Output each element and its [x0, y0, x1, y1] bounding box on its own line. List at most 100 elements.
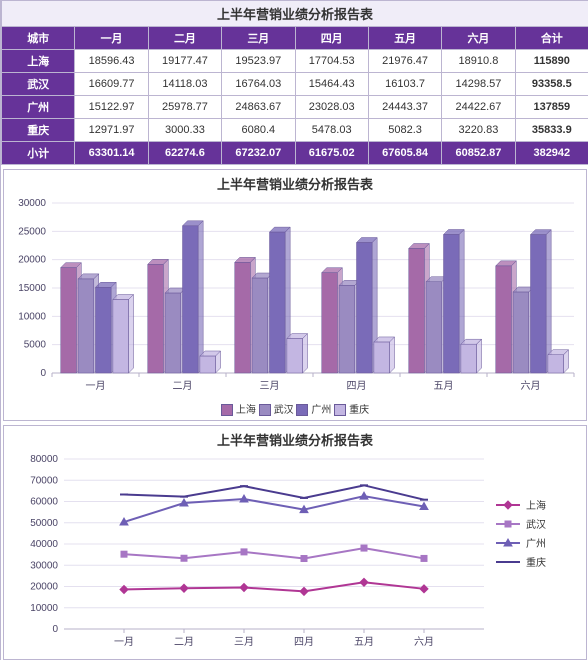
city-cell: 武汉 — [2, 73, 75, 96]
header-city: 城市 — [2, 27, 75, 50]
value-cell: 18910.8 — [442, 50, 515, 73]
svg-text:0: 0 — [52, 624, 58, 635]
table-title-row: 上半年营销业绩分析报告表 — [2, 1, 588, 27]
subtotal-2: 62274.6 — [148, 142, 221, 165]
table-header-row: 城市 一月 二月 三月 四月 五月 六月 合计 — [2, 27, 588, 50]
svg-text:10000: 10000 — [18, 311, 46, 322]
performance-table: 上半年营销业绩分析报告表 城市 一月 二月 三月 四月 五月 六月 合计 上海1… — [1, 0, 588, 165]
value-cell: 16609.77 — [75, 73, 148, 96]
header-month-5: 五月 — [368, 27, 441, 50]
svg-text:四月: 四月 — [294, 636, 314, 648]
value-cell: 19177.47 — [148, 50, 221, 73]
svg-text:二月: 二月 — [173, 380, 193, 392]
value-cell: 18596.43 — [75, 50, 148, 73]
value-cell: 23028.03 — [295, 96, 368, 119]
value-cell: 14118.03 — [148, 73, 221, 96]
svg-text:60000: 60000 — [30, 497, 58, 508]
value-cell: 21976.47 — [368, 50, 441, 73]
line-chart-title: 上半年营销业绩分析报告表 — [4, 426, 586, 453]
table-row: 重庆12971.973000.336080.45478.035082.33220… — [2, 119, 588, 142]
svg-text:30000: 30000 — [30, 561, 58, 572]
subtotal-1: 63301.14 — [75, 142, 148, 165]
subtotal-5: 67605.84 — [368, 142, 441, 165]
value-cell: 19523.97 — [222, 50, 295, 73]
svg-text:25000: 25000 — [18, 226, 46, 237]
svg-text:30000: 30000 — [18, 198, 46, 209]
line-legend-label: 广州 — [526, 535, 546, 550]
city-cell: 上海 — [2, 50, 75, 73]
city-cell: 重庆 — [2, 119, 75, 142]
legend-swatch — [334, 404, 346, 416]
value-cell: 24863.67 — [222, 96, 295, 119]
value-cell: 16103.7 — [368, 73, 441, 96]
line-legend-item: 广州 — [494, 535, 580, 550]
grand-total: 382942 — [515, 142, 588, 165]
value-cell: 24443.37 — [368, 96, 441, 119]
bar-chart-svg: 050001000015000200002500030000一月二月三月四月五月… — [4, 197, 584, 397]
table-row: 广州15122.9725978.7724863.6723028.0324443.… — [2, 96, 588, 119]
header-month-4: 四月 — [295, 27, 368, 50]
svg-text:三月: 三月 — [260, 380, 280, 392]
svg-text:四月: 四月 — [347, 380, 367, 392]
legend-swatch — [259, 404, 271, 416]
value-cell: 3000.33 — [148, 119, 221, 142]
header-month-6: 六月 — [442, 27, 515, 50]
table-title: 上半年营销业绩分析报告表 — [2, 1, 588, 27]
svg-text:40000: 40000 — [30, 539, 58, 550]
value-cell: 5082.3 — [368, 119, 441, 142]
bar-chart-title: 上半年营销业绩分析报告表 — [4, 170, 586, 197]
value-cell: 15464.43 — [295, 73, 368, 96]
value-cell: 25978.77 — [148, 96, 221, 119]
report-page: 上半年营销业绩分析报告表 城市 一月 二月 三月 四月 五月 六月 合计 上海1… — [0, 0, 588, 660]
value-cell: 12971.97 — [75, 119, 148, 142]
svg-text:六月: 六月 — [521, 380, 541, 392]
svg-text:20000: 20000 — [30, 582, 58, 593]
svg-text:一月: 一月 — [86, 380, 106, 392]
bar-chart-legend: 上海 武汉 广州 重庆 — [4, 397, 586, 420]
svg-text:五月: 五月 — [354, 636, 374, 648]
line-chart-svg: 0100002000030000400005000060000700008000… — [4, 453, 494, 653]
value-cell: 15122.97 — [75, 96, 148, 119]
table-row: 上海18596.4319177.4719523.9717704.5321976.… — [2, 50, 588, 73]
line-chart-legend: 上海武汉广州重庆 — [494, 453, 580, 653]
header-month-1: 一月 — [75, 27, 148, 50]
svg-text:70000: 70000 — [30, 476, 58, 487]
subtotal-3: 67232.07 — [222, 142, 295, 165]
row-total-cell: 35833.9 — [515, 119, 588, 142]
row-total-cell: 115890 — [515, 50, 588, 73]
row-total-cell: 93358.5 — [515, 73, 588, 96]
header-total: 合计 — [515, 27, 588, 50]
line-legend-item: 重庆 — [494, 554, 580, 569]
legend-label: 上海 — [236, 405, 259, 416]
legend-label: 武汉 — [274, 405, 297, 416]
svg-text:5000: 5000 — [24, 340, 47, 351]
line-legend-item: 上海 — [494, 497, 580, 512]
row-total-cell: 137859 — [515, 96, 588, 119]
subtotal-4: 61675.02 — [295, 142, 368, 165]
legend-swatch — [221, 404, 233, 416]
legend-label: 广州 — [311, 405, 334, 416]
svg-text:10000: 10000 — [30, 603, 58, 614]
value-cell: 24422.67 — [442, 96, 515, 119]
svg-text:六月: 六月 — [414, 636, 434, 648]
value-cell: 16764.03 — [222, 73, 295, 96]
header-month-2: 二月 — [148, 27, 221, 50]
line-legend-label: 重庆 — [526, 554, 546, 569]
table-row: 武汉16609.7714118.0316764.0315464.4316103.… — [2, 73, 588, 96]
svg-text:一月: 一月 — [114, 636, 134, 648]
svg-text:20000: 20000 — [18, 255, 46, 266]
city-cell: 广州 — [2, 96, 75, 119]
svg-text:80000: 80000 — [30, 454, 58, 465]
subtotal-label: 小计 — [2, 142, 75, 165]
svg-text:二月: 二月 — [174, 636, 194, 648]
value-cell: 17704.53 — [295, 50, 368, 73]
svg-text:15000: 15000 — [18, 283, 46, 294]
value-cell: 14298.57 — [442, 73, 515, 96]
legend-swatch — [296, 404, 308, 416]
line-legend-label: 武汉 — [526, 516, 546, 531]
value-cell: 6080.4 — [222, 119, 295, 142]
bar-chart-block: 上半年营销业绩分析报告表 050001000015000200002500030… — [3, 169, 587, 421]
subtotal-row: 小计 63301.14 62274.6 67232.07 61675.02 67… — [2, 142, 588, 165]
header-month-3: 三月 — [222, 27, 295, 50]
svg-text:三月: 三月 — [234, 636, 254, 648]
